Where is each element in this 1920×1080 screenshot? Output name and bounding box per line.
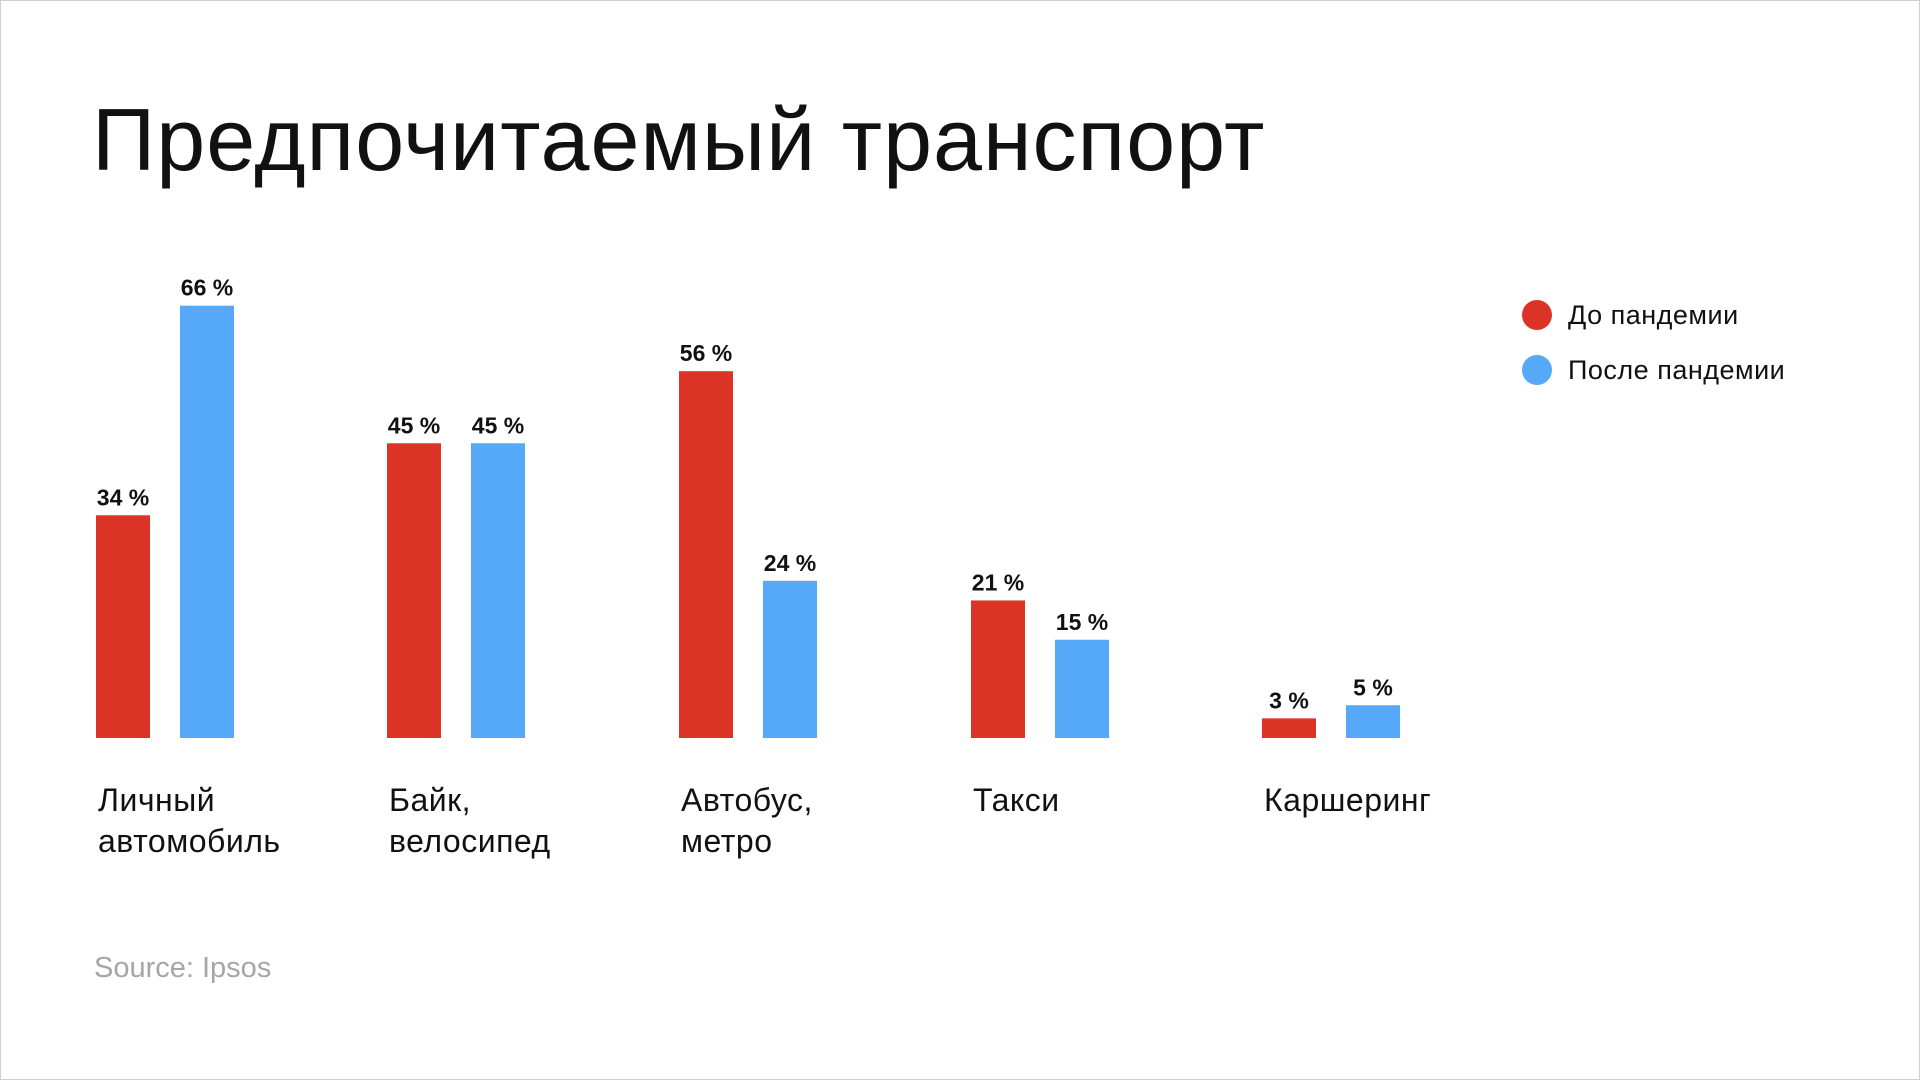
bar-after-1 [471, 443, 525, 738]
bar-before-2 [679, 371, 733, 738]
bar-after-3 [1055, 639, 1109, 738]
category-label-0: Личный автомобиль [98, 780, 358, 862]
legend-dot-after-icon [1522, 355, 1552, 385]
data-label-before-3: 21 % [972, 569, 1024, 595]
category-label-line: велосипед [389, 823, 551, 859]
bar-after-2 [763, 580, 817, 738]
data-label-after-1: 45 % [472, 412, 524, 438]
data-label-after-4: 5 % [1353, 674, 1393, 700]
legend-dot-before-icon [1522, 300, 1552, 330]
legend-item-after: После пандемии [1522, 355, 1785, 385]
category-label-line: Каршеринг [1264, 782, 1432, 818]
bar-before-4 [1262, 718, 1316, 738]
category-label-line: Такси [973, 782, 1060, 818]
category-label-line: автомобиль [98, 823, 281, 859]
category-label-4: Каршеринг [1264, 780, 1524, 821]
bar-before-1 [387, 443, 441, 738]
legend: До пандемии После пандемии [1522, 300, 1785, 410]
bar-after-0 [180, 305, 234, 738]
data-label-before-4: 3 % [1269, 687, 1309, 713]
category-label-1: Байк, велосипед [389, 780, 649, 862]
bar-before-0 [96, 515, 150, 738]
category-label-line: метро [681, 823, 773, 859]
category-label-line: Автобус, [681, 782, 813, 818]
category-label-3: Такси [973, 780, 1233, 821]
data-label-after-0: 66 % [181, 275, 233, 301]
bar-before-3 [971, 600, 1025, 738]
data-label-after-3: 15 % [1056, 609, 1108, 635]
legend-label-after: После пандемии [1568, 354, 1786, 385]
chart-title: Предпочитаемый транспорт [92, 90, 1266, 189]
category-label-line: Личный [98, 782, 216, 818]
category-label-2: Автобус, метро [681, 780, 941, 862]
category-label-line: Байк, [389, 782, 472, 818]
legend-item-before: До пандемии [1522, 300, 1785, 330]
bar-after-4 [1346, 705, 1400, 738]
source-note: Source: Ipsos [94, 952, 272, 984]
data-label-before-2: 56 % [680, 340, 732, 366]
legend-label-before: До пандемии [1568, 299, 1739, 330]
data-label-before-1: 45 % [388, 412, 440, 438]
data-label-before-0: 34 % [97, 484, 149, 510]
data-label-after-2: 24 % [764, 550, 816, 576]
